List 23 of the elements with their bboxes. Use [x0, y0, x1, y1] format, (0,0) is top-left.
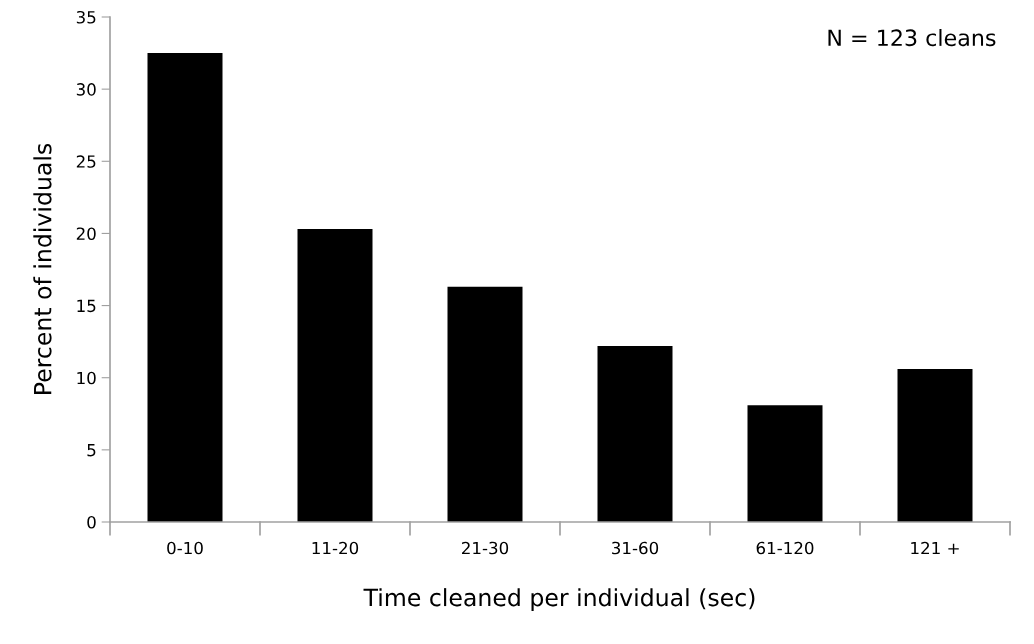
x-tick-label: 61-120 — [756, 541, 814, 555]
y-axis-title: Percent of individuals — [33, 143, 52, 394]
bar — [147, 53, 223, 522]
bar — [447, 286, 523, 522]
y-tick-label: 35 — [76, 10, 96, 24]
y-tick-label: 30 — [76, 83, 96, 96]
y-tick-label: 0 — [87, 515, 96, 529]
x-axis-title: Time cleaned per individual (sec) — [363, 588, 755, 611]
annotation: N = 123 cleans — [828, 28, 996, 47]
y-tick-label: 20 — [76, 227, 96, 240]
x-tick-label: 11-20 — [312, 541, 359, 555]
bar — [897, 369, 973, 522]
bar — [597, 345, 673, 522]
y-tick-label: 10 — [77, 371, 96, 385]
y-tick-label: 5 — [87, 444, 96, 457]
x-tick-label: 31-60 — [612, 541, 659, 555]
x-tick-label: 21-30 — [462, 541, 509, 555]
bar — [297, 229, 373, 522]
x-tick-label: 121 + — [911, 541, 959, 555]
y-tick-label: 25 — [76, 155, 96, 168]
x-tick-label: 0-10 — [167, 541, 203, 555]
bar — [747, 405, 823, 522]
y-tick-label: 15 — [77, 299, 96, 313]
